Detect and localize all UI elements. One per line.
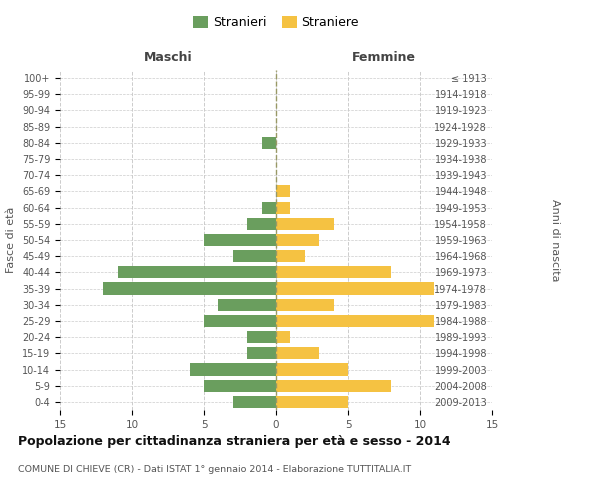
- Bar: [233, 250, 276, 262]
- Bar: [276, 234, 319, 246]
- Bar: [276, 186, 290, 198]
- Bar: [276, 218, 334, 230]
- Bar: [276, 282, 434, 294]
- Bar: [276, 298, 334, 311]
- Legend: Stranieri, Straniere: Stranieri, Straniere: [188, 11, 364, 34]
- Text: Femmine: Femmine: [352, 50, 416, 64]
- Bar: [276, 364, 348, 376]
- Bar: [262, 137, 276, 149]
- Bar: [276, 315, 434, 327]
- Bar: [276, 396, 348, 408]
- Bar: [247, 348, 276, 360]
- Y-axis label: Fasce di età: Fasce di età: [7, 207, 16, 273]
- Bar: [204, 315, 276, 327]
- Bar: [247, 331, 276, 343]
- Bar: [276, 250, 305, 262]
- Bar: [103, 282, 276, 294]
- Bar: [276, 266, 391, 278]
- Bar: [276, 331, 290, 343]
- Bar: [276, 202, 290, 213]
- Bar: [204, 380, 276, 392]
- Bar: [276, 380, 391, 392]
- Y-axis label: Anni di nascita: Anni di nascita: [551, 198, 560, 281]
- Bar: [262, 202, 276, 213]
- Text: Maschi: Maschi: [143, 50, 193, 64]
- Bar: [233, 396, 276, 408]
- Bar: [218, 298, 276, 311]
- Text: COMUNE DI CHIEVE (CR) - Dati ISTAT 1° gennaio 2014 - Elaborazione TUTTITALIA.IT: COMUNE DI CHIEVE (CR) - Dati ISTAT 1° ge…: [18, 465, 411, 474]
- Bar: [204, 234, 276, 246]
- Bar: [190, 364, 276, 376]
- Bar: [118, 266, 276, 278]
- Bar: [247, 218, 276, 230]
- Bar: [276, 348, 319, 360]
- Text: Popolazione per cittadinanza straniera per età e sesso - 2014: Popolazione per cittadinanza straniera p…: [18, 435, 451, 448]
